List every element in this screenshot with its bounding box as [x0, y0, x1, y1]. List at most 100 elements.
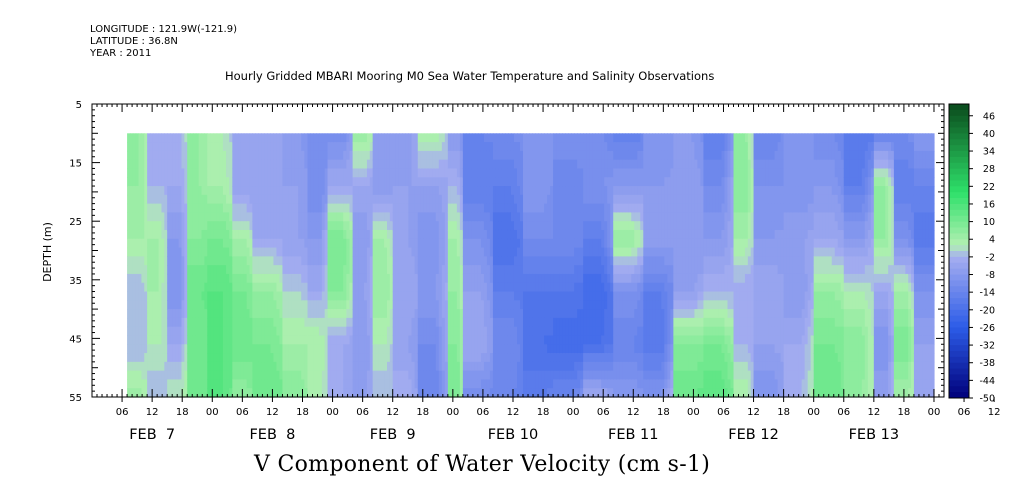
heatmap-cell [364, 300, 368, 310]
heatmap-cell [321, 142, 326, 152]
heatmap-cell [571, 353, 575, 363]
heatmap-cell [141, 370, 145, 381]
heatmap-cell [398, 150, 403, 161]
heatmap-cell [273, 326, 278, 337]
heatmap-cell [450, 309, 455, 319]
heatmap-cell [538, 221, 542, 231]
heatmap-cell [547, 194, 551, 205]
heatmap-cell [523, 229, 527, 240]
heatmap-cell [381, 388, 385, 398]
heatmap-cell [291, 291, 296, 301]
heatmap-cell [616, 273, 620, 284]
heatmap-cell [580, 335, 584, 345]
heatmap-cell [246, 370, 251, 381]
heatmap-cell [288, 256, 293, 266]
heatmap-cell [592, 203, 596, 214]
heatmap-cell [384, 168, 388, 178]
heatmap-cell [492, 344, 497, 354]
heatmap-cell [535, 212, 539, 222]
heatmap-cell [273, 300, 278, 310]
heatmap-cell [474, 229, 479, 240]
heatmap-cell [324, 159, 329, 170]
heatmap-cell [411, 212, 416, 222]
heatmap-cell [517, 344, 521, 354]
heatmap-cell [417, 273, 422, 284]
heatmap-cell [529, 229, 533, 240]
heatmap-cell [384, 194, 388, 205]
heatmap-cell [294, 273, 299, 284]
heatmap-cell [372, 247, 377, 257]
heatmap-cell [432, 133, 437, 143]
heatmap-cell [190, 238, 194, 249]
heatmap-cell [135, 133, 140, 143]
heatmap-cell [243, 186, 248, 196]
heatmap-cell [486, 335, 491, 345]
heatmap-cell [619, 256, 623, 266]
heatmap-cell [402, 142, 406, 152]
heatmap-cell [423, 194, 428, 205]
heatmap-cell [232, 388, 236, 398]
heatmap-cell [127, 229, 131, 240]
heatmap-cell [364, 273, 368, 284]
heatmap-cell [586, 300, 590, 310]
heatmap-cell [423, 168, 428, 178]
heatmap-cell [279, 247, 284, 257]
heatmap-cell [529, 317, 533, 328]
heatmap-cell [526, 265, 530, 275]
heatmap-cell [135, 344, 140, 354]
heatmap-cell [432, 344, 437, 354]
heatmap-cell [486, 229, 491, 240]
heatmap-cell [398, 247, 403, 257]
heatmap-cell [246, 256, 251, 266]
heatmap-cell [175, 142, 180, 152]
heatmap-cell [517, 133, 521, 143]
heatmap-cell [141, 291, 145, 301]
heatmap-cell [402, 221, 406, 231]
heatmap-cell [601, 353, 605, 363]
heatmap-cell [462, 361, 467, 372]
heatmap-cell [450, 379, 455, 389]
heatmap-cell [465, 309, 470, 319]
heatmap-cell [175, 370, 180, 381]
heatmap-cell [291, 177, 296, 187]
heatmap-cell [192, 150, 197, 161]
heatmap-cell [441, 317, 446, 328]
heatmap-cell [432, 203, 437, 214]
heatmap-cell [291, 159, 296, 170]
heatmap-cell [273, 265, 278, 275]
heatmap-cell [513, 335, 518, 345]
heatmap-cell [447, 309, 452, 319]
heatmap-cell [616, 168, 620, 178]
heatmap-cell [504, 177, 509, 187]
heatmap-cell [580, 133, 584, 143]
heatmap-cell [389, 177, 394, 187]
heatmap-cell [532, 265, 536, 275]
heatmap-cell [240, 291, 245, 301]
heatmap-cell [420, 353, 425, 363]
heatmap-cell [333, 344, 338, 354]
heatmap-cell [282, 168, 287, 178]
heatmap-cell [138, 150, 142, 161]
heatmap-cell [577, 133, 581, 143]
heatmap-cell [243, 361, 248, 372]
heatmap-cell [408, 309, 413, 319]
heatmap-cell [483, 282, 488, 293]
heatmap-cell [155, 168, 160, 178]
heatmap-cell [402, 344, 406, 354]
heatmap-cell [492, 291, 497, 301]
heatmap-cell [372, 194, 377, 205]
heatmap-cell [336, 203, 341, 214]
heatmap-cell [333, 133, 338, 143]
heatmap-cell [240, 326, 245, 337]
heatmap-cell [547, 353, 551, 363]
heatmap-cell [610, 150, 614, 161]
heatmap-cell [276, 212, 281, 222]
heatmap-cell [181, 247, 185, 257]
heatmap-cell [459, 133, 464, 143]
heatmap-cell [132, 238, 137, 249]
heatmap-cell [535, 353, 539, 363]
heatmap-cell [520, 168, 524, 178]
heatmap-cell [279, 159, 284, 170]
heatmap-cell [364, 282, 368, 293]
heatmap-cell [450, 221, 455, 231]
